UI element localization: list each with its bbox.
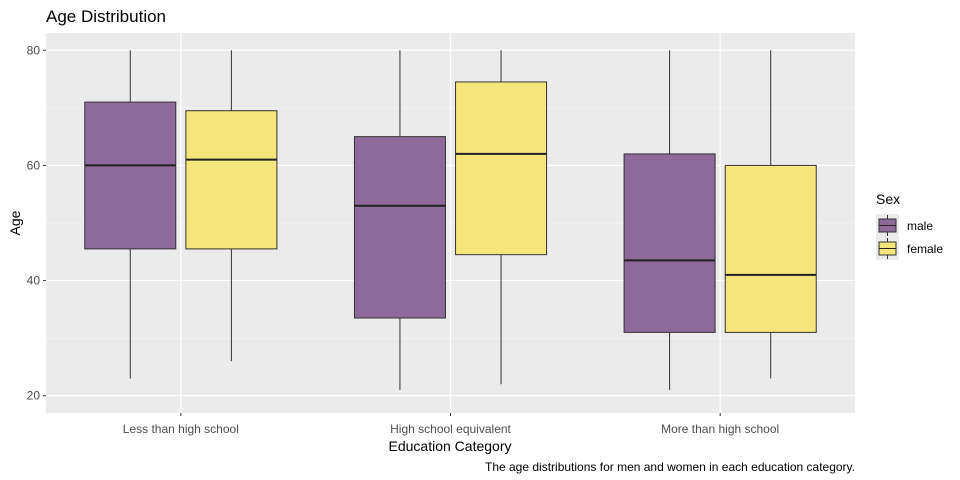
legend-label-female: female (907, 242, 943, 256)
x-axis: Less than high school High school equival… (123, 413, 779, 436)
grid-lines (46, 33, 855, 413)
legend-title: Sex (876, 191, 900, 207)
y-axis-title: Age (7, 210, 23, 235)
x-tick-label: High school equivalent (390, 422, 511, 436)
legend: male female (876, 214, 943, 260)
chart-title: Age Distribution (46, 7, 166, 26)
box-body (623, 153, 716, 333)
y-axis: 20 40 60 80 (27, 43, 46, 403)
x-axis-title: Education Category (389, 438, 512, 454)
box-male-3 (623, 50, 716, 390)
box-male-1 (84, 50, 177, 379)
box-layer (84, 50, 817, 390)
chart-caption: The age distributions for men and women … (485, 460, 855, 474)
box-body (724, 164, 817, 333)
box-female-3 (724, 50, 817, 379)
y-tick-label: 60 (27, 158, 41, 172)
box-body (84, 101, 177, 250)
box-female-2 (455, 50, 548, 385)
box-body (185, 110, 278, 250)
x-tick-label: More than high school (661, 422, 779, 436)
x-tick-label: Less than high school (123, 422, 239, 436)
legend-key-male (876, 214, 899, 237)
box-body (353, 136, 446, 319)
box-body (455, 81, 548, 256)
legend-label-male: male (907, 219, 933, 233)
box-male-2 (353, 50, 446, 390)
y-tick-label: 80 (27, 43, 41, 57)
box-female-1 (185, 50, 278, 362)
y-tick-label: 20 (27, 389, 41, 403)
y-tick-label: 40 (27, 274, 41, 288)
legend-key-female (876, 237, 899, 260)
